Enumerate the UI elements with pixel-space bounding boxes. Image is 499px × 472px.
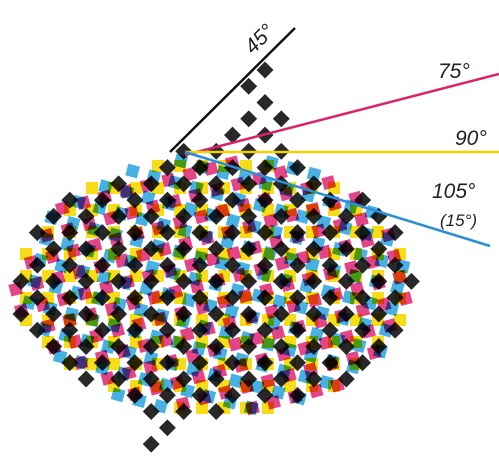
halftone-dot — [372, 226, 384, 238]
halftone-dot — [306, 166, 322, 182]
halftone-dot — [226, 246, 242, 261]
halftone-dot — [72, 264, 87, 280]
halftone-dot — [96, 269, 112, 285]
halftone-dot — [272, 110, 290, 128]
halftone-dot — [394, 314, 406, 326]
halftone-dot — [157, 242, 172, 257]
halftone-dot — [66, 243, 82, 259]
halftone-dot — [161, 172, 176, 188]
magenta-angle-line — [184, 72, 499, 157]
halftone-dot — [249, 331, 264, 346]
halftone-dot — [196, 402, 208, 414]
black-angle-line — [169, 27, 296, 153]
halftone-dot — [110, 322, 126, 338]
halftone-dot — [230, 176, 246, 192]
halftone-dot — [262, 246, 278, 261]
halftone-dot — [260, 373, 276, 389]
halftone-dots — [8, 61, 420, 453]
angle-label: 90° — [455, 127, 487, 150]
halftone-dot — [29, 276, 45, 291]
halftone-dot — [143, 359, 158, 375]
halftone-dot — [224, 304, 239, 319]
halftone-dot — [236, 197, 252, 213]
halftone-dot — [124, 205, 140, 220]
halftone-dot — [100, 371, 116, 386]
halftone-dot — [256, 94, 274, 111]
halftone-dot — [311, 223, 327, 239]
halftone-dot — [355, 302, 371, 318]
halftone-dot — [273, 165, 288, 181]
halftone-dot — [125, 163, 140, 179]
halftone-dot — [295, 209, 310, 224]
halftone-dot — [339, 329, 355, 345]
halftone-dot — [102, 248, 118, 264]
halftone-dot — [319, 375, 334, 390]
halftone-dot — [189, 278, 205, 294]
halftone-dot — [142, 435, 160, 453]
halftone-dot — [77, 286, 93, 301]
halftone-dot — [73, 355, 89, 371]
halftone-dot — [308, 383, 324, 399]
halftone-dot — [240, 110, 258, 128]
halftone-dot — [351, 338, 367, 353]
angle-label: 45° — [240, 20, 279, 59]
halftone-dot — [274, 256, 290, 271]
halftone-dot — [318, 335, 334, 351]
halftone-dot — [62, 312, 77, 328]
halftone-dot — [64, 270, 76, 282]
halftone-dot — [307, 292, 323, 308]
halftone-dot — [76, 195, 91, 211]
halftone-dot — [158, 377, 174, 393]
angle-label: (15°) — [440, 211, 477, 230]
halftone-dot — [98, 179, 113, 194]
halftone-dot — [242, 219, 257, 234]
halftone-dot — [147, 290, 162, 305]
halftone-dot — [203, 161, 219, 176]
halftone-dot — [228, 336, 243, 352]
halftone-dot — [108, 358, 120, 370]
halftone-dot — [110, 387, 126, 403]
halftone-dot — [284, 207, 300, 223]
halftone-dot — [114, 253, 130, 269]
cyan-angle-line — [184, 150, 491, 248]
halftone-dot — [158, 419, 176, 437]
halftone-dot — [237, 288, 253, 304]
halftone-dot — [344, 260, 359, 275]
halftone-dot — [77, 370, 95, 388]
halftone-dot — [193, 209, 209, 225]
halftone-dot — [86, 358, 98, 370]
halftone-dot — [228, 373, 244, 389]
angle-label: 75° — [438, 60, 470, 83]
halftone-dot — [270, 325, 286, 341]
halftone-dot — [245, 400, 260, 416]
halftone-dot — [398, 291, 413, 307]
angle-label: 105° — [432, 180, 475, 203]
halftone-dot — [191, 369, 206, 385]
halftone-dot — [266, 315, 282, 331]
halftone-dot — [225, 213, 241, 229]
halftone-dot — [179, 327, 195, 342]
halftone-dot — [321, 175, 337, 190]
halftone-dot — [261, 336, 276, 352]
halftone-dot — [284, 380, 296, 392]
halftone-dot — [309, 326, 324, 342]
halftone-dot — [86, 182, 98, 194]
halftone-dot — [354, 212, 369, 227]
